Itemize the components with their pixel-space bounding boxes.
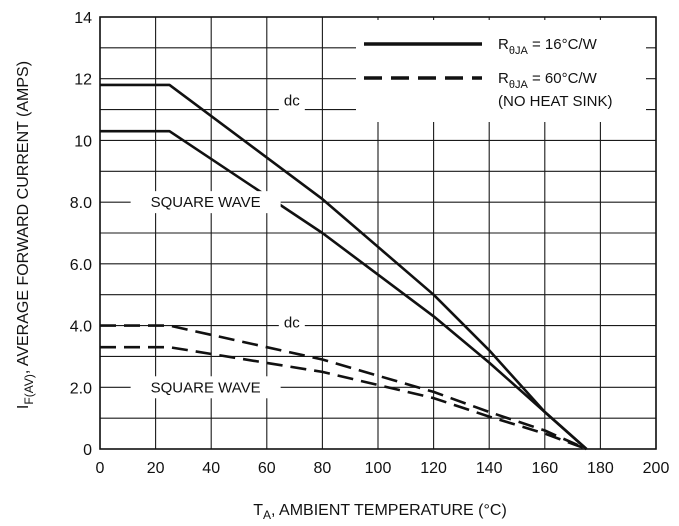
annotation-label-3: SQUARE WAVE — [151, 379, 261, 396]
x-axis-title-rest: , AMBIENT TEMPERATURE (°C) — [271, 502, 507, 519]
legend-bg — [356, 20, 646, 122]
y-tick-label: 0 — [83, 442, 92, 459]
legend-label-1: RθJA = 60°C/W — [498, 70, 598, 91]
annotation-bg-3 — [130, 376, 281, 399]
annotation-bg-2 — [278, 311, 305, 334]
x-tick-label: 100 — [365, 460, 392, 477]
y-axis-title-sub: F(AV) — [22, 374, 36, 404]
y-tick-label: 14 — [74, 10, 92, 27]
tick-labels: 0 20 40 60 80 100 120 140 160 180 200 0 2.0 4.0 6.0 8.0… — [70, 10, 670, 477]
x-tick-label: 180 — [587, 460, 614, 477]
x-tick-label: 20 — [147, 460, 165, 477]
legend-note-1: (NO HEAT SINK) — [498, 93, 612, 110]
annotation-label-0: dc — [284, 92, 300, 109]
x-tick-label: 40 — [202, 460, 220, 477]
plot-frame — [99, 16, 657, 450]
x-tick-label: 0 — [96, 460, 105, 477]
annotation-label-1: SQUARE WAVE — [151, 194, 261, 211]
x-tick-label: 120 — [420, 460, 447, 477]
legend-label-0: RθJA = 16°C/W — [498, 36, 598, 57]
x-tick-label: 200 — [643, 460, 670, 477]
y-tick-label: 6.0 — [70, 257, 92, 274]
y-tick-label: 2.0 — [70, 380, 92, 397]
y-axis-title: IF(AV), AVERAGE FORWARD CURRENT (AMPS) — [15, 61, 36, 409]
series-line-3 — [100, 345, 587, 451]
y-axis-title-rest: , AVERAGE FORWARD CURRENT (AMPS) — [15, 61, 32, 374]
annotation-label-2: dc — [284, 314, 300, 331]
x-axis-title: TA, AMBIENT TEMPERATURE (°C) — [253, 502, 507, 521]
y-tick-label: 10 — [74, 133, 92, 150]
x-axis-title-sub: A — [263, 508, 271, 521]
series-line-1 — [100, 129, 588, 450]
x-tick-label: 60 — [258, 460, 276, 477]
y-tick-label: 8.0 — [70, 195, 92, 212]
series-layer — [100, 83, 588, 451]
y-tick-label: 12 — [74, 72, 92, 89]
x-axis-title-main: T — [253, 502, 263, 519]
series-line-2 — [100, 324, 588, 451]
legend: RθJA = 16°C/W RθJA = 60°C/W (NO HEAT SINK) — [356, 20, 646, 122]
x-tick-label: 80 — [314, 460, 332, 477]
y-axis-title-main: I — [15, 405, 32, 409]
annotation-bg-0 — [278, 89, 305, 112]
annotation-bg-1 — [130, 191, 281, 214]
x-tick-label: 140 — [476, 460, 503, 477]
annotation-layer: dc SQUARE WAVE dc SQUARE WAVE — [130, 89, 305, 399]
y-tick-label: 4.0 — [70, 319, 92, 336]
x-tick-label: 160 — [531, 460, 558, 477]
